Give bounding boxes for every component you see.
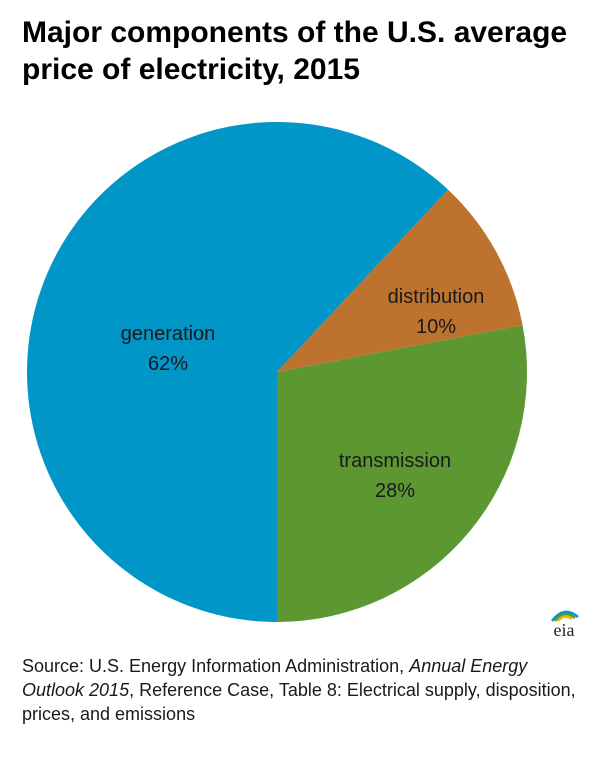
source-suffix: , Reference Case, Table 8: Electrical su… xyxy=(22,680,576,724)
slice-label-generation: generation xyxy=(121,323,216,345)
source-prefix: Source: U.S. Energy Information Administ… xyxy=(22,656,410,676)
slice-label-distribution: distribution xyxy=(388,286,485,308)
chart-title: Major components of the U.S. average pri… xyxy=(22,16,568,86)
pie-chart: generation 62% distribution 10% transmission… xyxy=(27,122,527,623)
slice-value-generation: 62% xyxy=(148,353,188,375)
slice-value-transmission: 28% xyxy=(375,480,415,502)
source-note: Source: U.S. Energy Information Administ… xyxy=(22,654,582,726)
eia-logo-text: eia xyxy=(554,620,575,640)
eia-logo: eia xyxy=(546,603,582,643)
pie-slice-generation xyxy=(27,122,449,623)
slice-value-distribution: 10% xyxy=(416,316,456,338)
pie-slice-transmission xyxy=(277,325,527,623)
slice-label-transmission: transmission xyxy=(339,450,451,472)
source-publication: Annual Energy Outlook 2015 xyxy=(22,656,528,700)
pie-slice-distribution xyxy=(277,189,523,372)
